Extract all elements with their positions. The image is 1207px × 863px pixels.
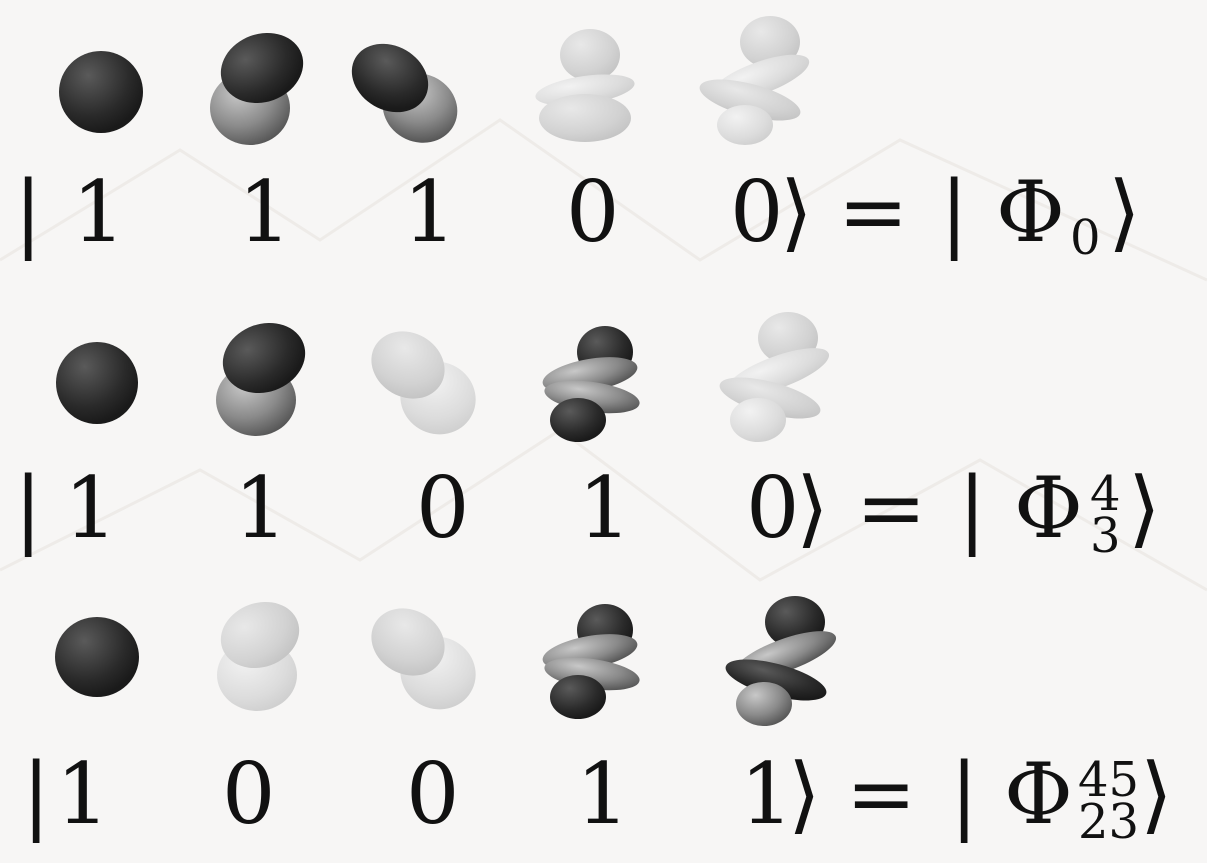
occupation-5: 0 — [746, 459, 800, 557]
d-orbital-icon — [719, 312, 830, 442]
occupation-5: 0 — [730, 163, 784, 261]
occupation-2: 1 — [234, 459, 288, 557]
p-orbital-icon — [371, 608, 476, 710]
equals-sign: = — [838, 163, 909, 261]
row-1-orbitals — [59, 16, 810, 145]
row-3-orbitals — [55, 596, 837, 726]
state-subscript: 3 — [1090, 508, 1121, 564]
phi-symbol: Φ — [1004, 745, 1073, 843]
occupation-4: 1 — [576, 745, 630, 843]
bra-open: | — [14, 459, 43, 557]
p-orbital-icon — [217, 601, 300, 711]
ket-close: ⟩ — [1128, 459, 1161, 557]
p-orbital-icon — [210, 32, 304, 145]
p-orbital-icon — [216, 322, 306, 436]
ket-close: ⟩ — [1108, 163, 1141, 261]
occupation-4: 0 — [566, 163, 620, 261]
occupation-5: 1 — [740, 745, 794, 843]
occupation-2: 1 — [238, 163, 292, 261]
bra-open: | — [958, 459, 987, 557]
row-2-orbitals — [56, 312, 830, 442]
ket-close: ⟩ — [1140, 745, 1173, 843]
bra-open: | — [940, 163, 969, 261]
occupation-3: 0 — [406, 745, 460, 843]
occupation-3: 1 — [403, 163, 457, 261]
state-superscript: 4 — [1090, 466, 1121, 522]
s-orbital-icon — [59, 51, 143, 133]
occupation-1: 1 — [72, 163, 126, 261]
bra-open: | — [22, 745, 51, 843]
state-subscript: 0 — [1070, 210, 1101, 266]
ket-close: ⟩ — [796, 459, 829, 557]
state-superscript: 45 — [1078, 752, 1140, 808]
phi-symbol: Φ — [996, 163, 1065, 261]
state-subscript: 23 — [1078, 794, 1140, 850]
s-orbital-icon — [55, 617, 139, 697]
d-orbital-icon — [542, 604, 640, 719]
ket-close: ⟩ — [780, 163, 813, 261]
d-orbital-icon — [699, 16, 810, 145]
p-orbital-icon — [371, 331, 476, 435]
ket-close: ⟩ — [788, 745, 821, 843]
s-orbital-icon — [56, 342, 138, 424]
bra-open: | — [950, 745, 979, 843]
occupation-1: 1 — [56, 745, 110, 843]
bra-open: | — [14, 163, 43, 261]
phi-symbol: Φ — [1014, 459, 1083, 557]
equals-sign: = — [856, 459, 927, 557]
occupation-2: 0 — [222, 745, 276, 843]
occupation-3: 0 — [416, 459, 470, 557]
d-orbital-icon — [542, 326, 640, 442]
occupation-4: 1 — [578, 459, 632, 557]
d-orbital-icon — [535, 29, 635, 142]
d-orbital-icon — [725, 596, 837, 726]
p-orbital-icon — [351, 43, 458, 143]
occupation-1: 1 — [64, 459, 118, 557]
equals-sign: = — [846, 745, 917, 843]
